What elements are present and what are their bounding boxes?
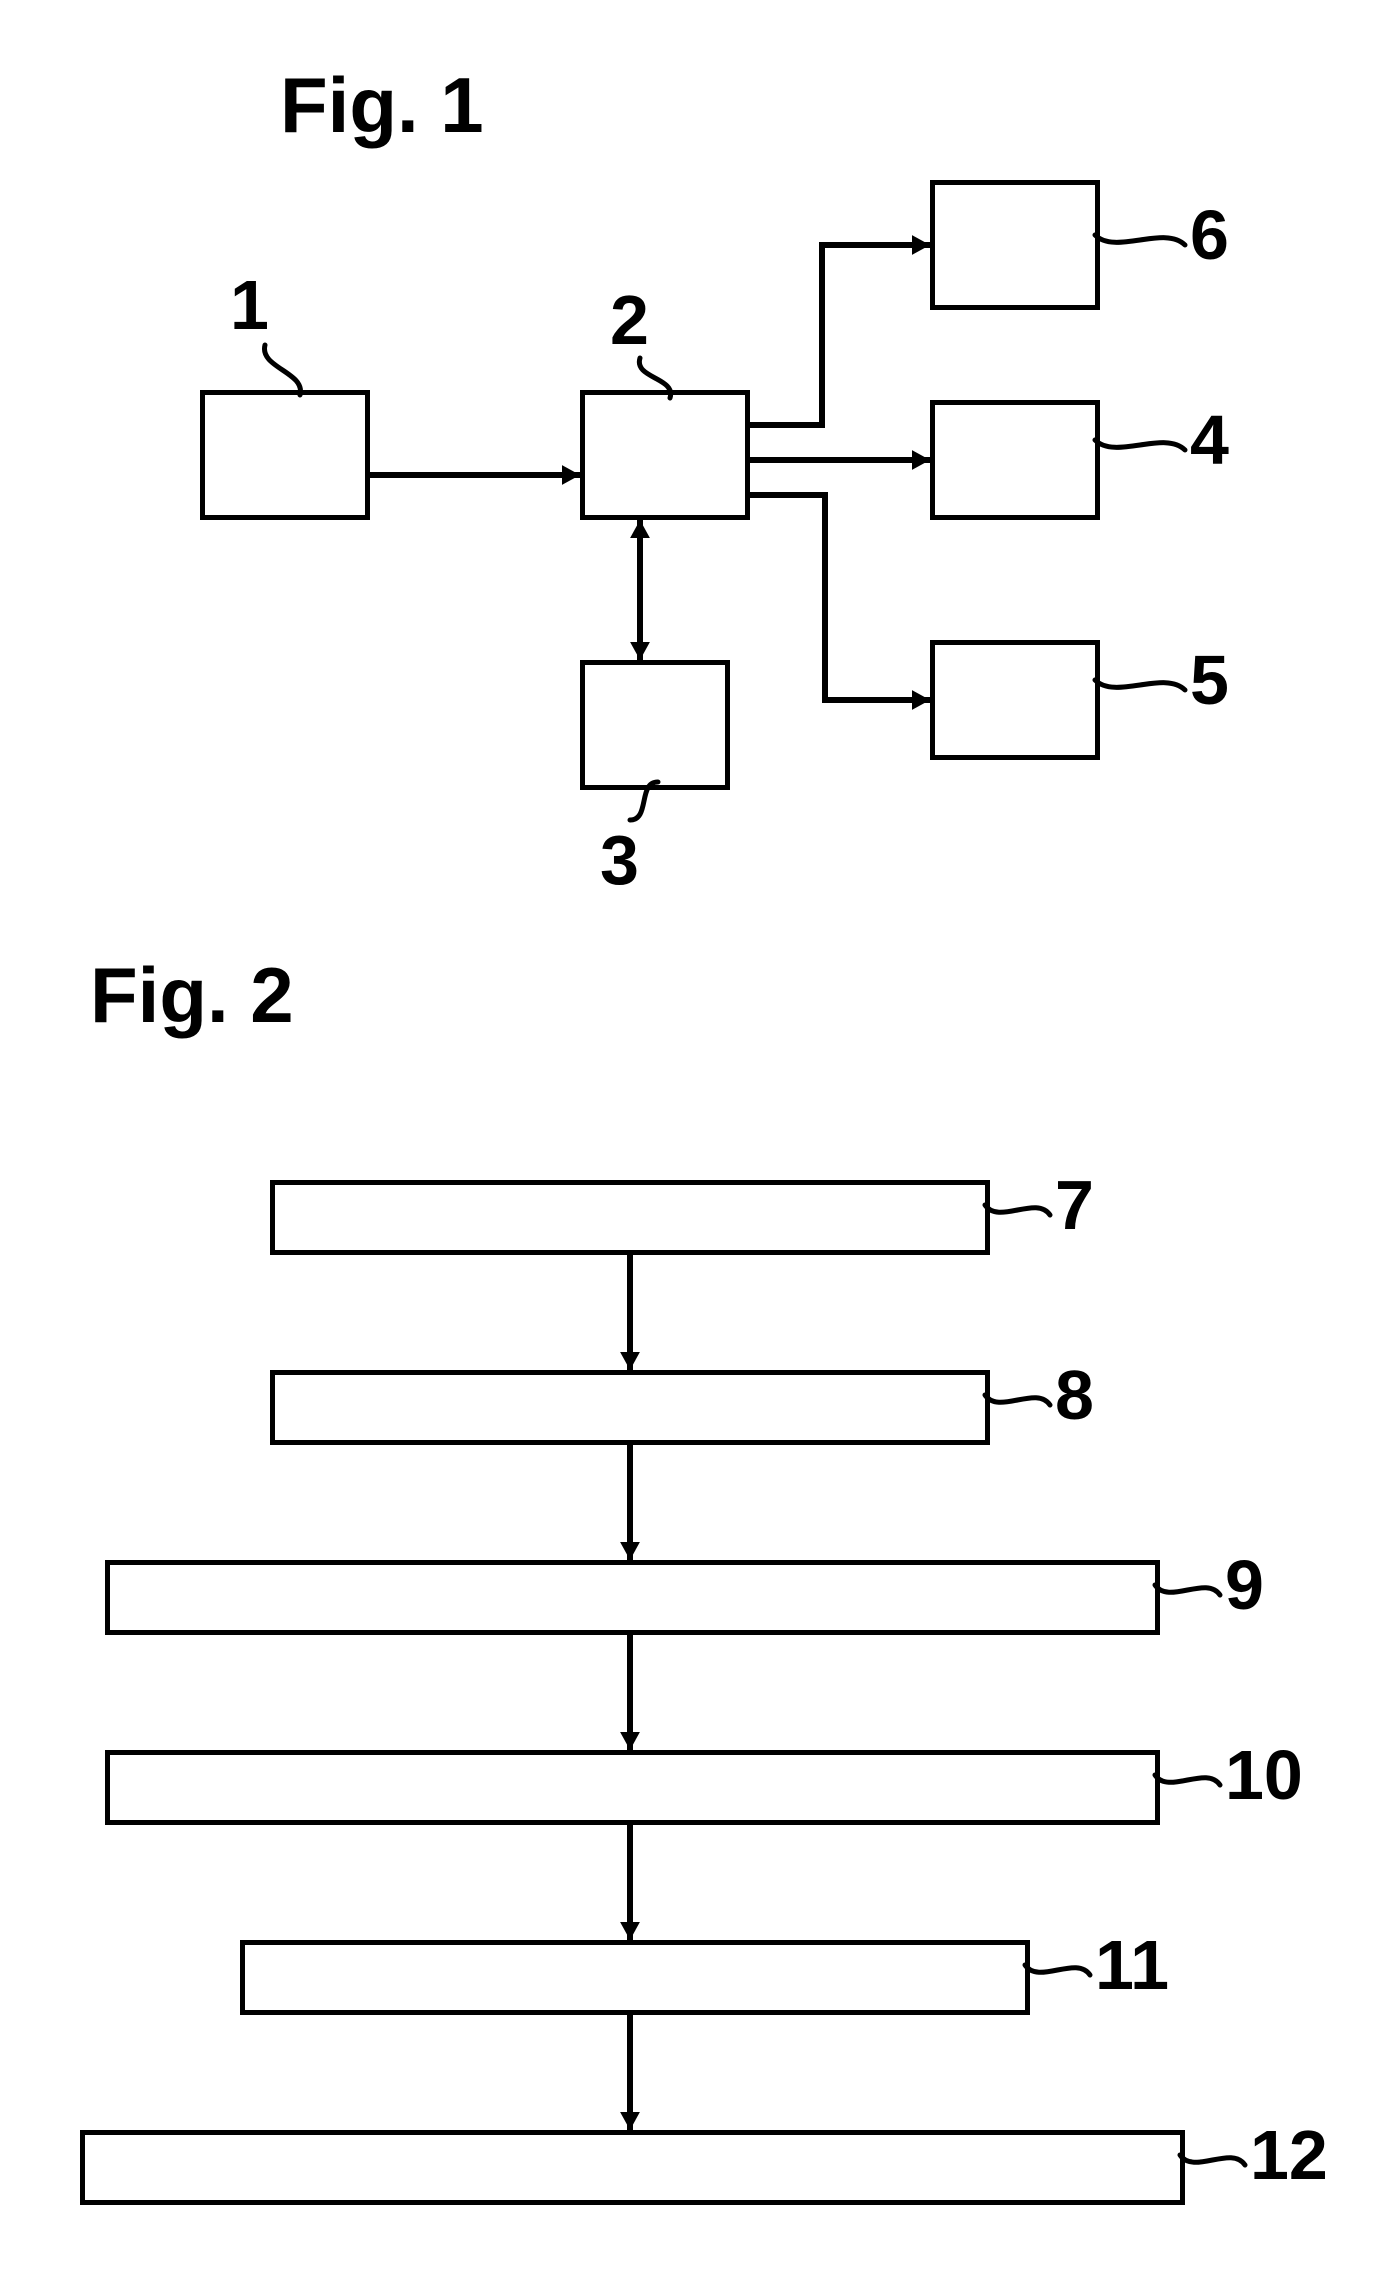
fig1-box-6 [930,180,1100,310]
fig1-label-4: 4 [1190,400,1229,480]
fig1-label-6: 6 [1190,195,1229,275]
fig2-label-10: 10 [1225,1735,1303,1815]
fig1-box-2 [580,390,750,520]
fig2-box-10 [105,1750,1160,1825]
fig1-label-3: 3 [600,820,639,900]
fig1-box-3 [580,660,730,790]
fig2-label-9: 9 [1225,1545,1264,1625]
figure-1-title: Fig. 1 [280,60,484,151]
fig1-label-1: 1 [230,265,269,345]
fig2-label-12: 12 [1250,2115,1328,2195]
fig2-box-7 [270,1180,990,1255]
fig1-label-5: 5 [1190,640,1229,720]
figure-2-title: Fig. 2 [90,950,294,1041]
fig1-box-4 [930,400,1100,520]
fig2-box-8 [270,1370,990,1445]
fig2-box-11 [240,1940,1030,2015]
fig2-label-7: 7 [1055,1165,1094,1245]
fig1-label-2: 2 [610,280,649,360]
connector-layer [0,0,1379,2279]
fig1-box-5 [930,640,1100,760]
fig2-label-11: 11 [1095,1925,1169,2005]
fig2-box-12 [80,2130,1185,2205]
fig2-label-8: 8 [1055,1355,1094,1435]
fig2-box-9 [105,1560,1160,1635]
fig1-box-1 [200,390,370,520]
